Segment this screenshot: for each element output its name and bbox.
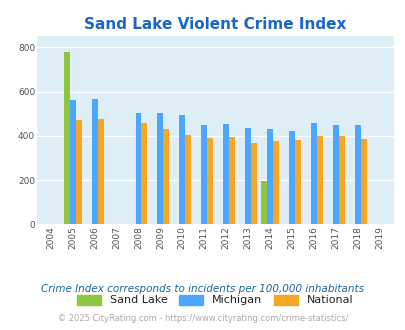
Bar <box>207 138 213 224</box>
Bar <box>360 139 366 224</box>
Bar <box>338 136 344 224</box>
Bar <box>316 136 322 224</box>
Bar <box>185 135 191 224</box>
Bar <box>272 141 278 224</box>
Text: Crime Index corresponds to incidents per 100,000 inhabitants: Crime Index corresponds to incidents per… <box>41 284 364 294</box>
Bar <box>260 181 266 224</box>
Bar <box>97 118 103 224</box>
Bar <box>288 131 294 224</box>
Bar <box>223 124 228 224</box>
Title: Sand Lake Violent Crime Index: Sand Lake Violent Crime Index <box>84 17 345 32</box>
Bar <box>75 120 81 224</box>
Bar <box>92 99 97 224</box>
Bar <box>179 115 185 224</box>
Bar <box>332 125 338 224</box>
Bar <box>201 125 207 224</box>
Bar <box>135 113 141 224</box>
Bar <box>141 123 147 224</box>
Bar <box>266 129 272 224</box>
Legend: Sand Lake, Michigan, National: Sand Lake, Michigan, National <box>72 290 357 310</box>
Bar <box>228 137 234 224</box>
Bar <box>245 128 250 224</box>
Bar <box>70 100 75 224</box>
Bar <box>64 52 70 224</box>
Text: © 2025 CityRating.com - https://www.cityrating.com/crime-statistics/: © 2025 CityRating.com - https://www.city… <box>58 314 347 323</box>
Bar <box>294 140 300 224</box>
Bar <box>250 143 256 224</box>
Bar <box>163 129 169 224</box>
Bar <box>310 123 316 224</box>
Bar <box>157 113 163 224</box>
Bar <box>354 125 360 224</box>
